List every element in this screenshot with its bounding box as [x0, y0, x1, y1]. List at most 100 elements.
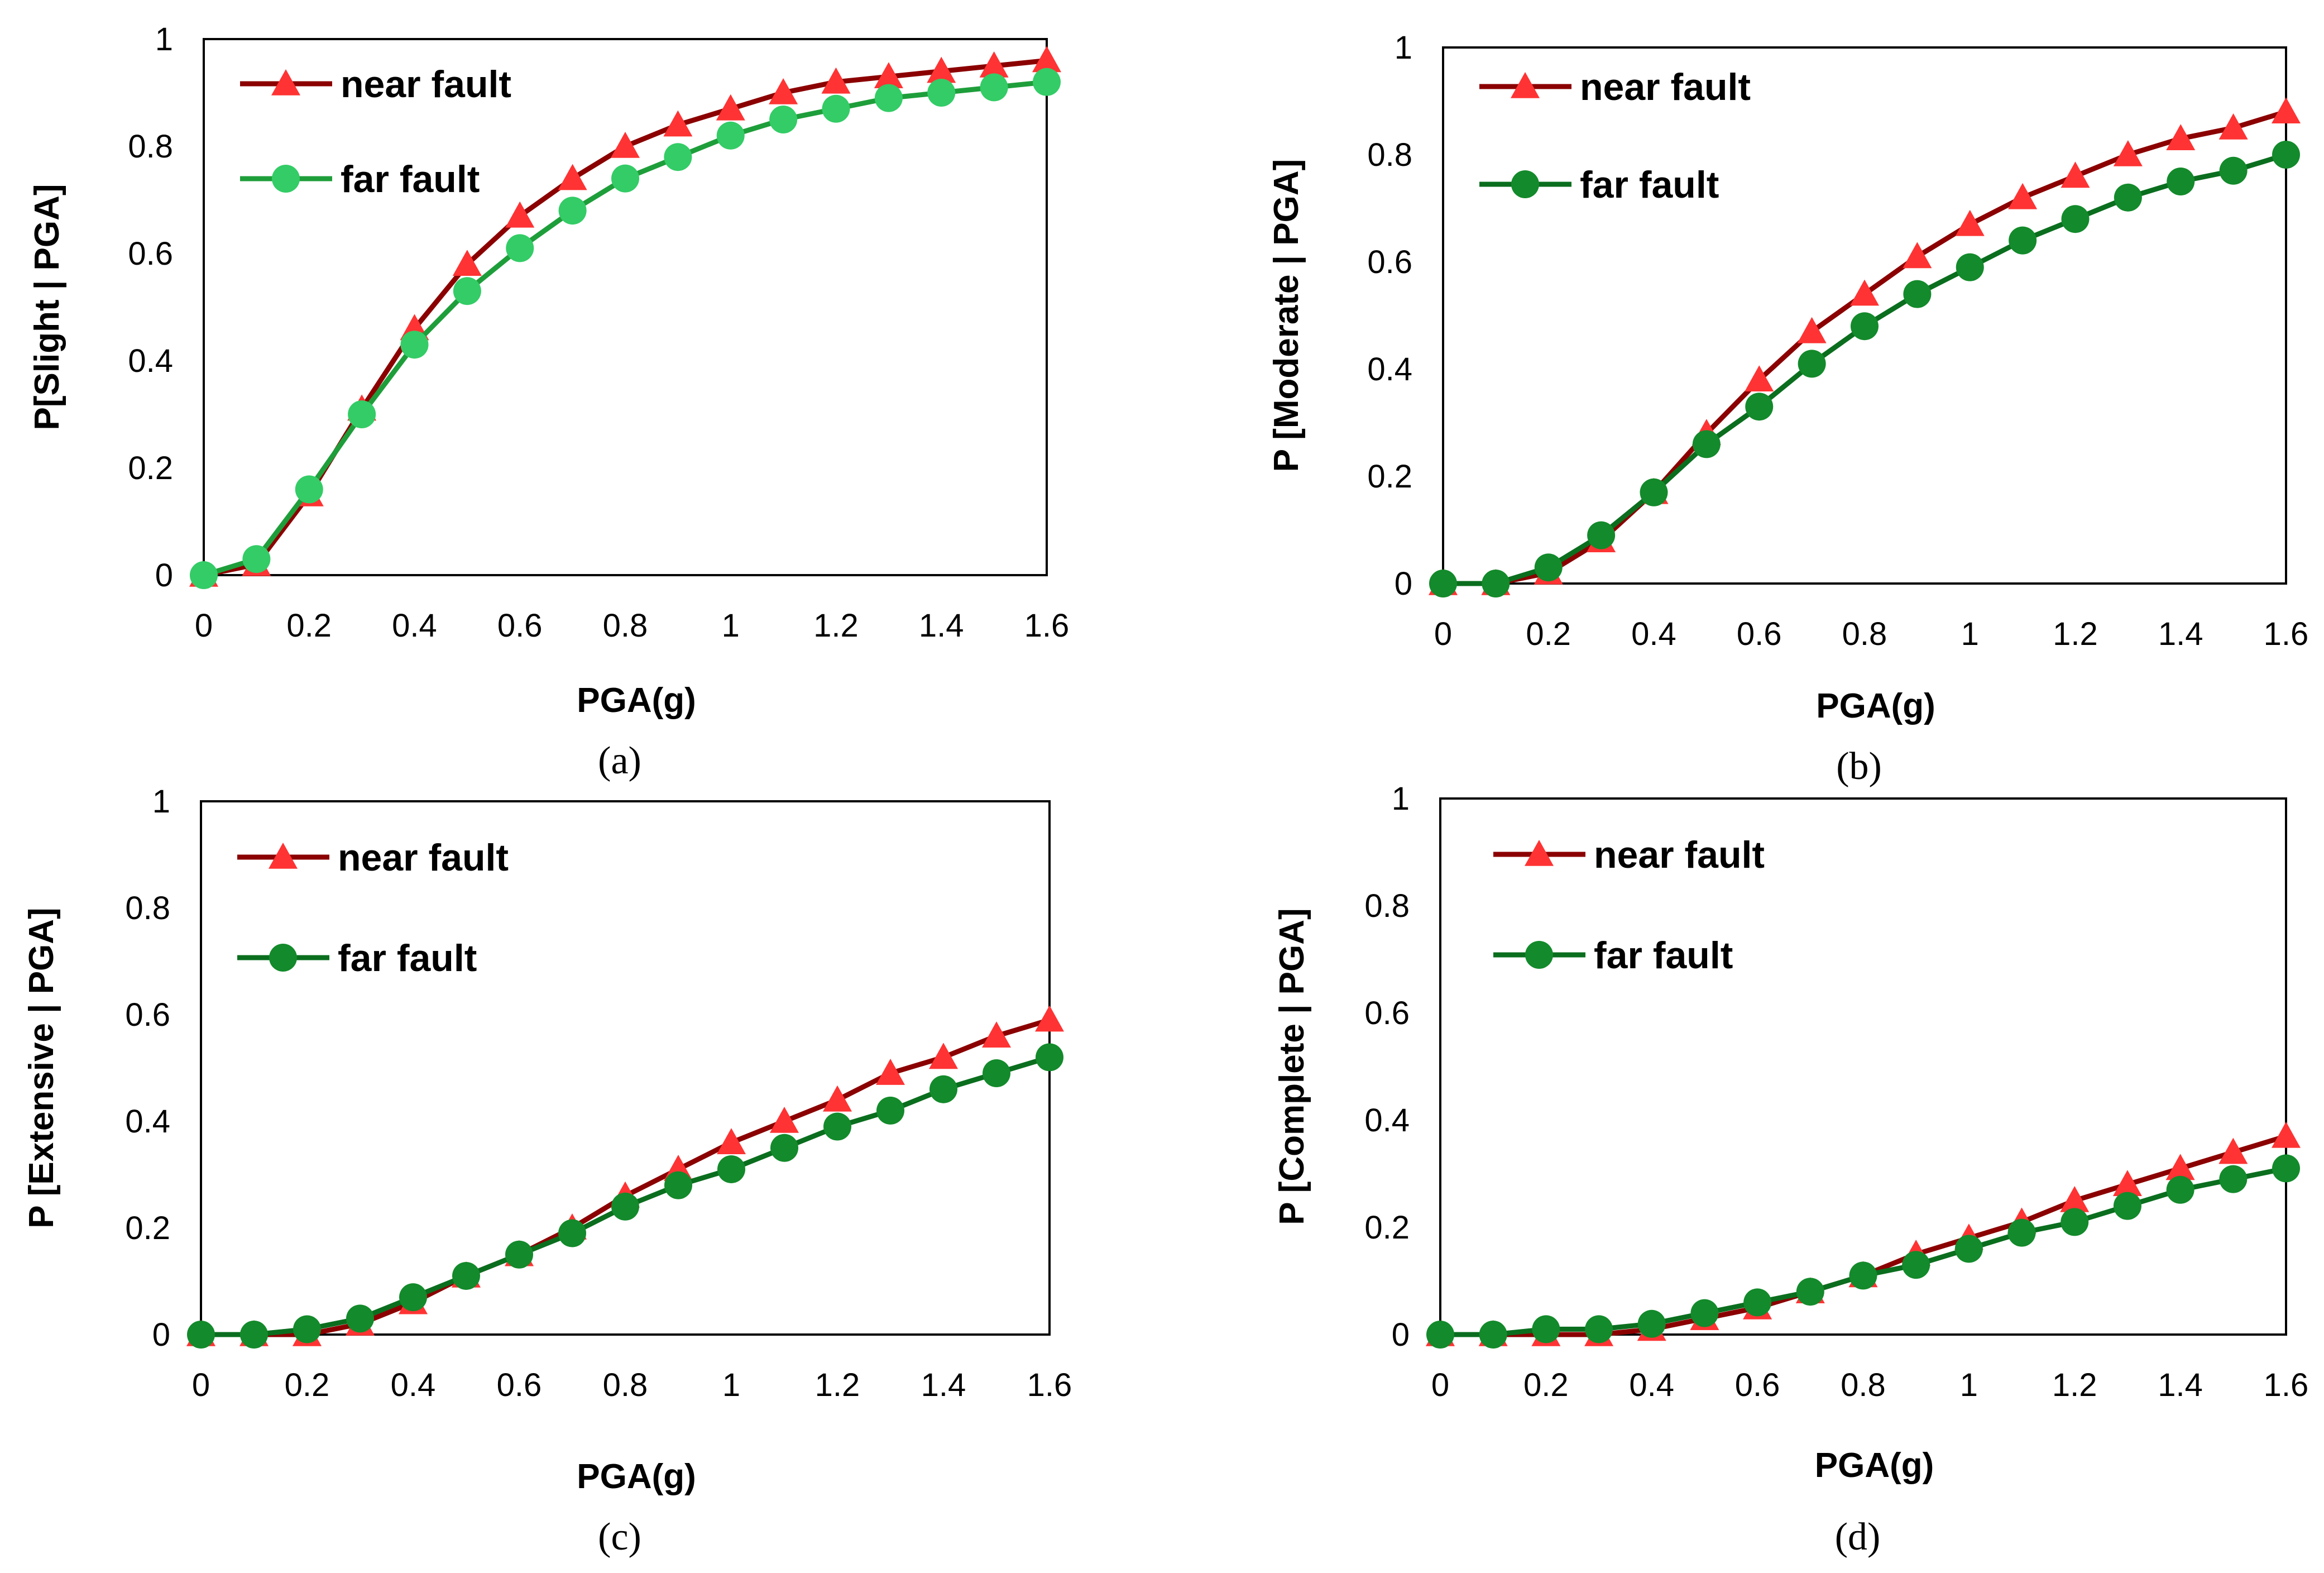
x-tick-label: 1.2: [2053, 616, 2098, 652]
x-axis-title: PGA(g): [1815, 1446, 1934, 1485]
legend-label: near fault: [1580, 66, 1751, 108]
y-tick-label: 0.6: [128, 236, 173, 272]
legend-circle-marker: [269, 944, 297, 972]
data-point-triangle: [769, 78, 798, 104]
panel-b: 0 0.2 0.4 0.6 0.8 1 1.2 1.4 1.6 0 0.2 0.4 0.6 0.8 1 PGA…: [1267, 30, 2308, 788]
legend-entry: near fault: [237, 836, 509, 879]
data-point-circle: [1956, 253, 1984, 281]
data-point-triangle: [1903, 242, 1932, 269]
x-tick-label: 0.4: [1629, 1367, 1674, 1403]
data-point-circle: [1429, 570, 1457, 597]
x-tick-label: 1.4: [2158, 616, 2203, 652]
legend: near fault far fault: [240, 63, 511, 200]
y-tick-label: 0.2: [125, 1210, 170, 1246]
data-point-circle: [2272, 141, 2300, 169]
data-point-triangle: [2218, 113, 2248, 140]
data-point-circle: [348, 400, 376, 428]
data-point-circle: [822, 94, 850, 123]
x-tick-label: 1: [1960, 1367, 1978, 1403]
data-point-circle: [293, 1315, 321, 1343]
data-point-circle: [1745, 393, 1774, 421]
legend: near fault far fault: [1479, 66, 1751, 206]
data-point-triangle: [982, 1021, 1011, 1048]
x-tick-label: 1.6: [2264, 1367, 2309, 1403]
data-point-triangle: [611, 132, 640, 158]
x-axis-title: PGA(g): [577, 681, 696, 720]
data-point-triangle: [929, 1043, 958, 1069]
data-point-circle: [2061, 1208, 2089, 1236]
plot-area-frame: [203, 38, 1048, 576]
y-axis-title: P[Slight | PGA]: [28, 184, 67, 431]
panel-d: 0 0.2 0.4 0.6 0.8 1 1.2 1.4 1.6 0 0.2 0.4 0.6 0.8 1 PGA…: [1273, 781, 2308, 1558]
x-tick-label: 0.2: [1523, 1367, 1569, 1403]
data-point-circle: [770, 1134, 798, 1162]
x-tick-label: 1.4: [2158, 1367, 2203, 1403]
y-tick-label: 0.8: [128, 128, 173, 165]
data-point-triangle: [874, 62, 903, 88]
panel-c: 0 0.2 0.4 0.6 0.8 1 1.2 1.4 1.6 0 0.2 0.4 0.6 0.8 1 PGA…: [22, 783, 1072, 1558]
y-tick-label: 0.4: [128, 343, 173, 379]
x-tick-label: 1: [722, 608, 740, 644]
data-point-circle: [346, 1304, 374, 1333]
data-point-circle: [400, 331, 429, 359]
data-point-circle: [2061, 205, 2090, 233]
data-point-circle: [190, 561, 218, 589]
x-tick-label: 0: [1434, 616, 1452, 652]
y-axis-title: P [Moderate | PGA]: [1267, 159, 1306, 472]
data-point-circle: [2167, 168, 2195, 195]
data-point-circle: [611, 164, 639, 193]
y-tick-label: 0.2: [1367, 458, 1412, 495]
legend-label: near fault: [341, 63, 511, 106]
y-tick-label: 0: [155, 557, 173, 594]
y-axis-title: P [Extensive | PGA]: [22, 907, 61, 1228]
y-tick-label: 0: [152, 1317, 170, 1353]
data-point-circle: [1426, 1321, 1454, 1349]
legend-entry: near fault: [1479, 66, 1751, 108]
data-point-triangle: [821, 67, 851, 94]
legend-label: far fault: [1580, 164, 1719, 206]
data-point-circle: [1796, 1278, 1824, 1306]
panel-a: 0 0.2 0.4 0.6 0.8 1 1.2 1.4 1.6 0 0.2 0.4 0.6 0.8 1 PGA…: [28, 21, 1069, 782]
series-far-fault: [187, 1043, 1063, 1349]
y-tick-label: 0.6: [125, 997, 170, 1033]
data-point-triangle: [823, 1085, 852, 1112]
data-point-triangle: [2166, 124, 2196, 150]
legend-triangle-marker: [1511, 72, 1540, 98]
data-point-circle: [611, 1192, 639, 1221]
x-tick-label: 1.4: [921, 1367, 966, 1403]
data-point-circle: [664, 1171, 692, 1199]
data-point-circle: [187, 1321, 215, 1349]
x-tick-label: 0.8: [1841, 1367, 1886, 1403]
data-point-circle: [2272, 1154, 2300, 1183]
x-tick-label: 1.6: [1024, 608, 1070, 644]
data-point-triangle: [1955, 209, 1985, 236]
data-point-circle: [1637, 1309, 1666, 1338]
y-tick-label: 0: [1395, 566, 1412, 602]
data-point-circle: [1690, 1299, 1719, 1327]
data-point-triangle: [2008, 183, 2038, 209]
data-point-circle: [399, 1283, 427, 1312]
data-point-circle: [240, 1321, 268, 1349]
y-tick-label: 1: [152, 783, 170, 820]
panel-caption: (d): [1835, 1515, 1881, 1558]
data-point-circle: [1902, 1251, 1930, 1279]
data-point-triangle: [876, 1059, 905, 1085]
data-point-circle: [452, 1261, 480, 1290]
data-point-circle: [1903, 280, 1932, 308]
data-point-circle: [1033, 68, 1061, 96]
y-tick-label: 0: [1392, 1317, 1410, 1353]
x-tick-label: 1.2: [813, 608, 859, 644]
x-tick-label: 0: [192, 1367, 210, 1403]
legend-entry: near fault: [1493, 834, 1765, 876]
data-point-triangle: [1032, 46, 1061, 73]
legend-entry: far fault: [1479, 164, 1719, 206]
x-tick-label: 1: [722, 1367, 740, 1403]
data-point-circle: [506, 234, 534, 262]
data-point-triangle: [558, 164, 587, 190]
legend: near fault far fault: [237, 836, 509, 979]
x-tick-label: 0.4: [391, 1367, 436, 1403]
plot-area-frame: [200, 800, 1051, 1336]
data-point-circle: [2219, 1165, 2248, 1193]
data-point-circle: [558, 197, 587, 225]
